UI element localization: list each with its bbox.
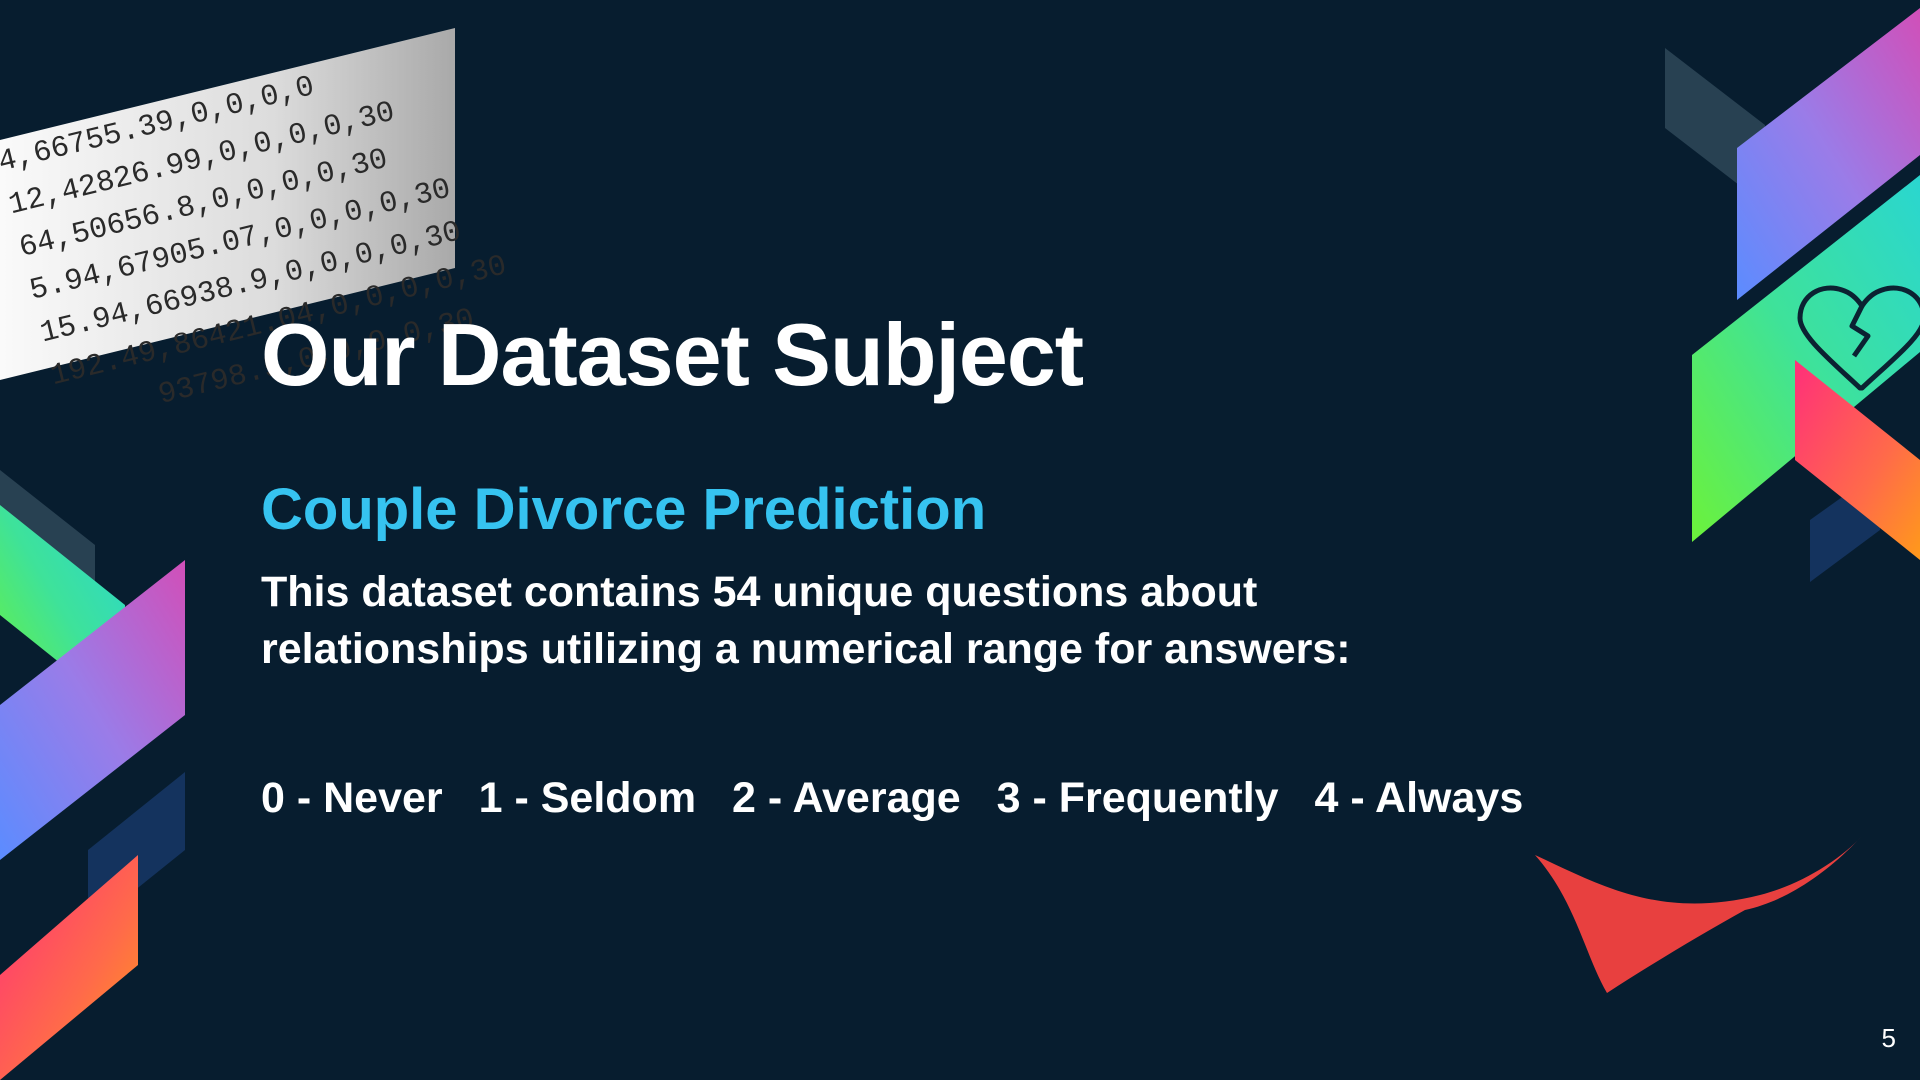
description-line-2: relationships utilizing a numerical rang… [261, 625, 1351, 673]
red-ribbon-shape [1535, 836, 1862, 993]
broken-heart-icon [1797, 285, 1920, 391]
dataset-description: This dataset contains 54 unique question… [261, 564, 1461, 678]
answer-scale: 0 - Never 1 - Seldom 2 - Average 3 - Fre… [261, 768, 1547, 828]
slide-subtitle: Couple Divorce Prediction [261, 477, 987, 542]
scale-item-frequently: 3 - Frequently [996, 774, 1279, 822]
description-line-1: This dataset contains 54 unique question… [261, 568, 1258, 616]
slide-title: Our Dataset Subject [261, 305, 1084, 404]
scale-item-never: 0 - Never [261, 774, 443, 822]
scale-item-seldom: 1 - Seldom [478, 774, 697, 822]
scale-item-average: 2 - Average [732, 774, 961, 822]
page-number: 5 [1881, 1023, 1896, 1053]
scale-item-always: 4 - Always [1314, 774, 1524, 822]
data-photo: 4,66755.39,0,0,0,0 12,42826.99,0,0,0,0,3… [0, 28, 510, 413]
left-ribbons [0, 470, 185, 1080]
right-ribbons [1665, 8, 1920, 582]
